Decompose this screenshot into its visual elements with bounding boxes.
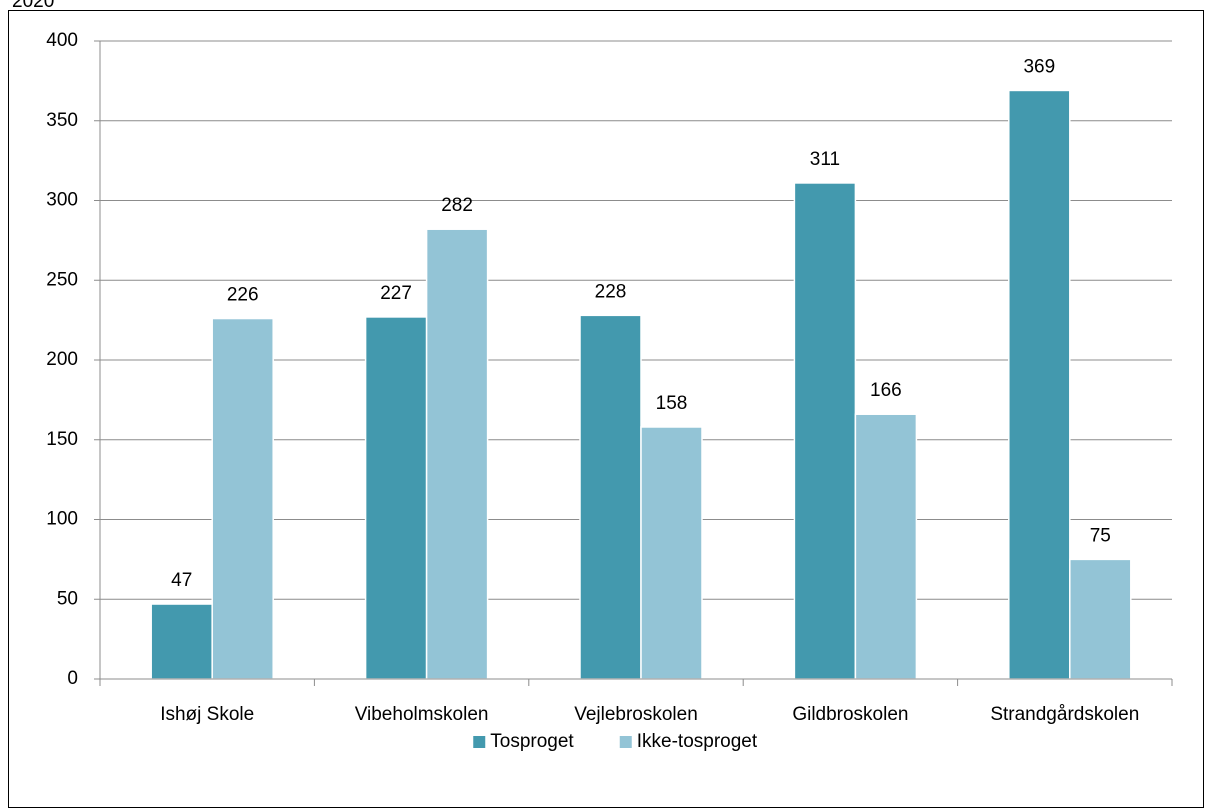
x-tick-label: Ishøj Skole [160, 704, 254, 725]
bar [1069, 558, 1132, 680]
bar [854, 413, 918, 680]
y-tick-label: 400 [46, 30, 78, 51]
y-tick-label: 0 [67, 668, 78, 689]
bar [150, 603, 213, 680]
legend-label: Ikke-tosproget [637, 731, 758, 752]
x-tick-label: Vibeholmskolen [355, 704, 489, 725]
bar [579, 314, 642, 680]
value-label: 227 [380, 283, 412, 304]
bar [364, 316, 428, 680]
value-label: 228 [595, 281, 627, 302]
x-tick-label: Gildbroskolen [792, 704, 908, 725]
value-label: 158 [656, 393, 688, 414]
y-tick-label: 350 [46, 110, 78, 131]
chart-title: 2020 [12, 0, 54, 12]
y-tick-label: 50 [57, 588, 78, 609]
y-tick-label: 150 [46, 429, 78, 450]
bar [640, 426, 703, 680]
bar [425, 228, 489, 680]
y-tick-label: 250 [46, 269, 78, 290]
legend-label: Tosproget [490, 731, 574, 752]
value-label: 75 [1090, 525, 1111, 546]
x-tick-label: Vejlebroskolen [574, 704, 698, 725]
bar [1008, 89, 1071, 680]
value-label: 282 [441, 195, 473, 216]
value-label: 369 [1023, 56, 1055, 77]
legend-swatch [619, 736, 632, 748]
x-tick-label: Strandgårdskolen [990, 704, 1139, 725]
legend-swatch [473, 736, 486, 748]
y-tick-label: 100 [46, 509, 78, 530]
value-label: 166 [870, 380, 902, 401]
bar [793, 182, 857, 680]
bar [211, 317, 274, 680]
value-label: 47 [171, 570, 192, 591]
value-label: 311 [810, 149, 840, 170]
y-tick-label: 200 [46, 349, 78, 370]
value-label: 226 [227, 285, 259, 306]
y-tick-label: 300 [46, 190, 78, 211]
